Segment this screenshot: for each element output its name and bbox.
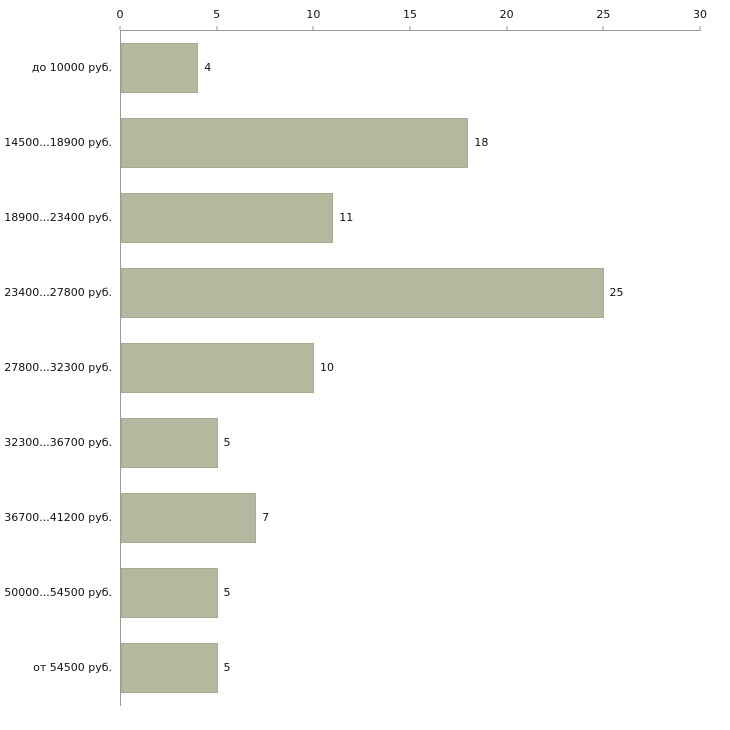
bar-row: 23400...27800 руб. 25 — [0, 255, 730, 330]
value-label: 10 — [320, 361, 334, 374]
bar-track: 7 — [120, 492, 700, 543]
x-axis: 0 5 10 15 20 25 30 — [116, 0, 707, 30]
value-label: 5 — [223, 661, 231, 674]
value-label: 4 — [204, 61, 212, 74]
bar-row: от 54500 руб. 5 — [0, 630, 730, 705]
bar-row: 50000...54500 руб. 5 — [0, 555, 730, 630]
bar-row: до 10000 руб. 4 — [0, 30, 730, 105]
category-label: до 10000 руб. — [31, 61, 112, 74]
bar-track: 4 — [120, 42, 700, 93]
category-label: 36700...41200 руб. — [4, 511, 112, 524]
category-label: 14500...18900 руб. — [4, 136, 112, 149]
x-tick-mark — [216, 26, 218, 30]
category-label: 27800...32300 руб. — [4, 361, 112, 374]
x-tick-label: 25 — [596, 8, 611, 21]
x-tick-label: 5 — [213, 8, 221, 21]
bar-track: 5 — [120, 417, 700, 468]
x-tick-label: 30 — [693, 8, 707, 21]
x-tick-mark — [699, 26, 701, 30]
bar-row: 27800...32300 руб. 10 — [0, 330, 730, 405]
x-tick-label: 15 — [403, 8, 417, 21]
category-label: от 54500 руб. — [33, 661, 112, 674]
x-tick-mark — [506, 26, 508, 30]
x-tick-label: 0 — [116, 8, 124, 21]
category-label: 23400...27800 руб. — [4, 286, 112, 299]
bar — [121, 492, 257, 543]
bar-row: 14500...18900 руб. 18 — [0, 105, 730, 180]
bar — [121, 417, 218, 468]
bar-row: 18900...23400 руб. 11 — [0, 180, 730, 255]
bar — [121, 342, 314, 393]
x-tick-label: 20 — [499, 8, 514, 21]
x-axis-line — [120, 30, 701, 31]
x-tick-mark — [119, 26, 121, 30]
value-label: 11 — [339, 211, 354, 224]
bar-track: 25 — [120, 267, 700, 318]
bar — [121, 42, 199, 93]
bar — [121, 192, 334, 243]
value-label: 25 — [609, 286, 624, 299]
bar — [121, 567, 218, 618]
bar-rows: до 10000 руб. 4 14500...18900 руб. 18 18900.… — [0, 30, 730, 705]
x-tick-mark — [409, 26, 411, 30]
bar-track: 11 — [120, 192, 700, 243]
category-label: 32300...36700 руб. — [4, 436, 112, 449]
x-tick-label: 10 — [306, 8, 321, 21]
bar — [121, 267, 604, 318]
y-axis-line — [120, 30, 121, 706]
bar-track: 10 — [120, 342, 700, 393]
x-tick-mark — [312, 26, 314, 30]
value-label: 7 — [262, 511, 270, 524]
bar — [121, 117, 469, 168]
category-label: 18900...23400 руб. — [4, 211, 112, 224]
bar-row: 32300...36700 руб. 5 — [0, 405, 730, 480]
value-label: 5 — [223, 436, 231, 449]
bar-track: 5 — [120, 567, 700, 618]
bar — [121, 642, 218, 693]
bar-track: 5 — [120, 642, 700, 693]
bar-track: 18 — [120, 117, 700, 168]
value-label: 5 — [223, 586, 231, 599]
bar-row: 36700...41200 руб. 7 — [0, 480, 730, 555]
value-label: 18 — [474, 136, 489, 149]
category-label: 50000...54500 руб. — [4, 586, 112, 599]
x-tick-mark — [602, 26, 604, 30]
